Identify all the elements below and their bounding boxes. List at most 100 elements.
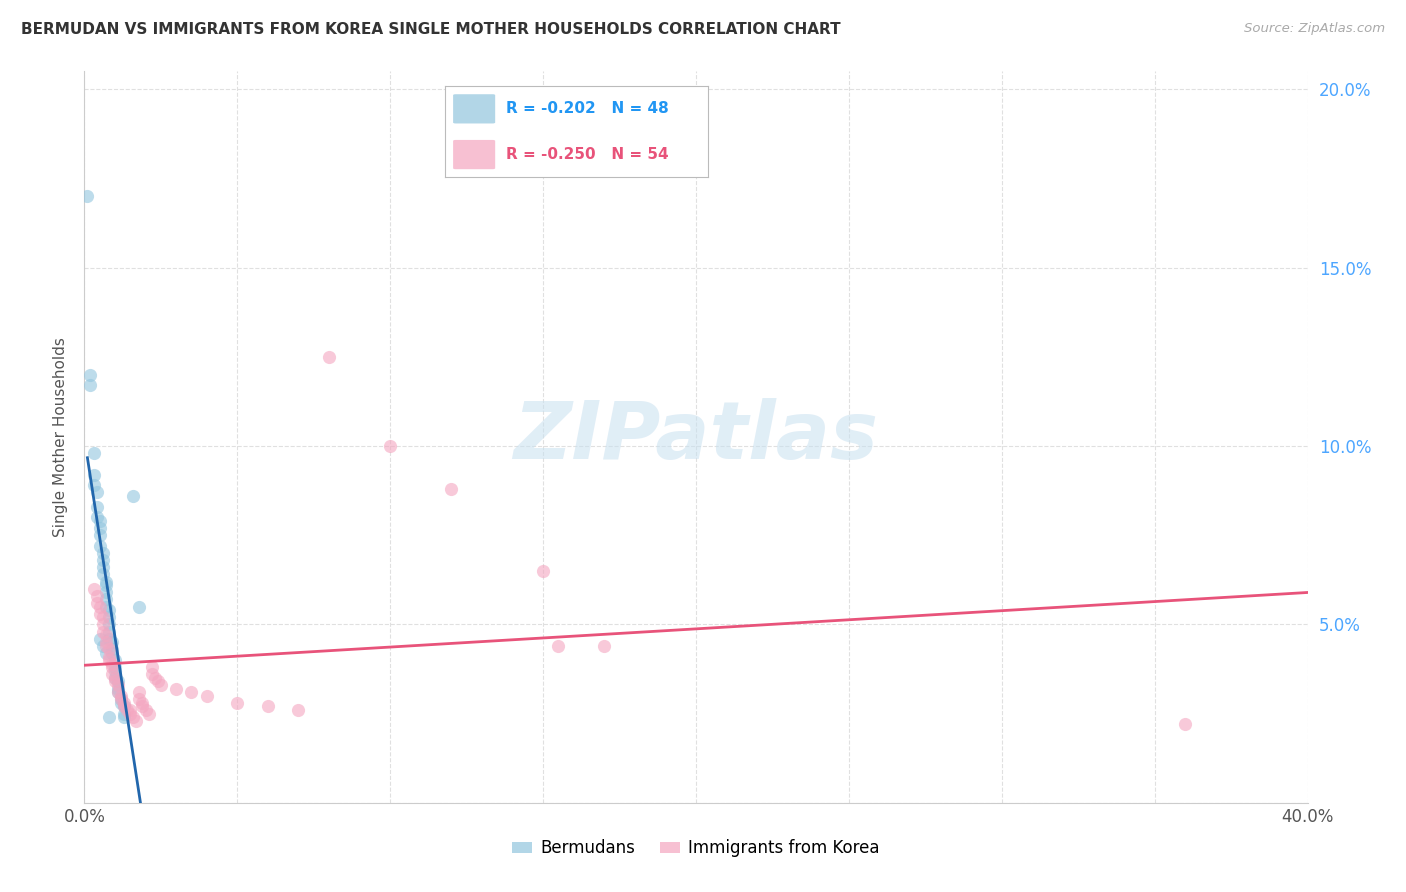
Point (131, 699, 153, 714)
Point (89, 632, 111, 646)
Point (165, 681, 187, 696)
Point (91, 567, 114, 582)
Point (128, 599, 150, 614)
Point (141, 667, 163, 681)
Point (97, 632, 120, 646)
Point (146, 674, 169, 689)
Point (104, 660, 127, 674)
Point (97, 649, 120, 664)
Point (122, 710, 145, 724)
Text: BERMUDAN VS IMMIGRANTS FROM KOREA SINGLE MOTHER HOUSEHOLDS CORRELATION CHART: BERMUDAN VS IMMIGRANTS FROM KOREA SINGLE… (21, 22, 841, 37)
Point (86, 485, 108, 500)
Point (180, 685, 202, 699)
Point (104, 653, 127, 667)
Point (101, 646, 124, 660)
Point (94, 599, 117, 614)
Point (94, 585, 117, 599)
Point (86, 510, 108, 524)
Point (141, 660, 163, 674)
Point (128, 685, 150, 699)
Point (79, 378, 101, 392)
Point (112, 706, 135, 721)
Point (287, 703, 309, 717)
Point (143, 671, 166, 685)
Y-axis label: Single Mother Households: Single Mother Households (53, 337, 69, 537)
Point (91, 617, 114, 632)
Point (107, 678, 129, 692)
Point (104, 671, 127, 685)
Point (83, 478, 105, 492)
Point (97, 603, 120, 617)
Point (120, 703, 142, 717)
Point (86, 500, 108, 514)
Point (86, 596, 108, 610)
Point (149, 678, 172, 692)
Point (110, 692, 132, 706)
Point (94, 578, 117, 592)
Point (89, 607, 111, 621)
Point (104, 664, 127, 678)
Point (94, 635, 117, 649)
Point (89, 528, 111, 542)
Text: ZIPatlas: ZIPatlas (513, 398, 879, 476)
Point (110, 696, 132, 710)
Point (107, 674, 129, 689)
Point (89, 521, 111, 535)
Point (89, 539, 111, 553)
Point (94, 628, 117, 642)
Point (110, 689, 132, 703)
Point (97, 624, 120, 639)
Point (97, 642, 120, 657)
Point (107, 681, 129, 696)
Point (318, 350, 340, 364)
Point (112, 696, 135, 710)
Point (101, 642, 124, 657)
Point (593, 639, 616, 653)
Point (76, 189, 98, 203)
Point (91, 560, 114, 574)
Point (97, 653, 120, 667)
Point (101, 657, 124, 671)
Point (79, 368, 101, 382)
Legend: Bermudans, Immigrants from Korea: Bermudans, Immigrants from Korea (505, 832, 887, 864)
Point (1174, 717, 1197, 731)
Point (135, 703, 157, 717)
Point (97, 710, 120, 724)
Point (91, 553, 114, 567)
Point (94, 592, 117, 607)
Point (440, 482, 463, 496)
Point (101, 660, 124, 674)
Point (83, 582, 105, 596)
Point (195, 689, 218, 703)
Point (97, 610, 120, 624)
Point (138, 706, 160, 721)
Point (131, 696, 153, 710)
Point (89, 514, 111, 528)
Point (89, 599, 111, 614)
Point (110, 692, 132, 706)
Point (107, 685, 129, 699)
Point (128, 692, 150, 706)
Point (91, 639, 114, 653)
Point (91, 610, 114, 624)
Point (112, 710, 135, 724)
Point (125, 714, 148, 728)
Point (257, 699, 280, 714)
Point (83, 467, 105, 482)
Point (83, 446, 105, 460)
Point (226, 696, 249, 710)
Point (380, 439, 402, 453)
Point (547, 639, 569, 653)
Point (86, 589, 108, 603)
Point (91, 624, 114, 639)
Point (122, 489, 145, 503)
Point (112, 699, 135, 714)
Point (91, 546, 114, 560)
Point (115, 703, 138, 717)
Point (94, 639, 117, 653)
Point (120, 706, 142, 721)
Text: Source: ZipAtlas.com: Source: ZipAtlas.com (1244, 22, 1385, 36)
Point (104, 674, 127, 689)
Point (112, 699, 135, 714)
Point (101, 667, 124, 681)
